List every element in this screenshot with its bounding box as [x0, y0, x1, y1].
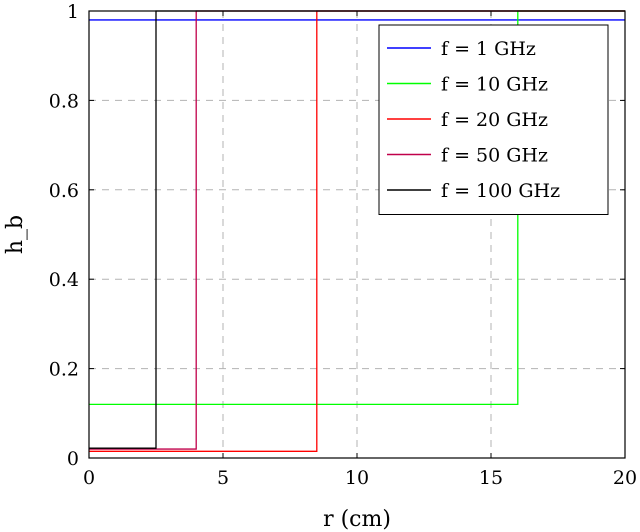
y-axis-label: h_b	[3, 215, 28, 254]
legend-entry-0: f = 1 GHz	[441, 38, 536, 60]
x-tick-label-3: 15	[479, 467, 503, 489]
y-tick-label-5: 1	[67, 1, 79, 23]
tick-group: 0 5 10 15 20 0 0.2 0.4 0.6 0.8 1	[49, 1, 637, 489]
y-tick-label-4: 0.8	[49, 90, 79, 112]
legend: f = 1 GHz f = 10 GHz f = 20 GHz f = 50 GHz f…	[378, 24, 609, 215]
x-tick-label-0: 0	[83, 467, 95, 489]
legend-entry-1: f = 10 GHz	[441, 74, 548, 96]
y-tick-label-1: 0.2	[49, 359, 79, 381]
x-tick-label-2: 10	[345, 467, 369, 489]
axis-labels: r (cm) h_b	[3, 215, 391, 532]
legend-entry-2: f = 20 GHz	[441, 109, 548, 131]
x-tick-label-4: 20	[613, 467, 637, 489]
y-tick-label-2: 0.4	[49, 269, 79, 291]
y-tick-label-3: 0.6	[49, 180, 79, 202]
y-tick-label-0: 0	[67, 448, 79, 470]
x-axis-label: r (cm)	[323, 507, 391, 532]
x-tick-label-1: 5	[217, 467, 229, 489]
legend-entry-4: f = 100 GHz	[441, 180, 560, 202]
legend-entry-3: f = 50 GHz	[441, 145, 548, 167]
